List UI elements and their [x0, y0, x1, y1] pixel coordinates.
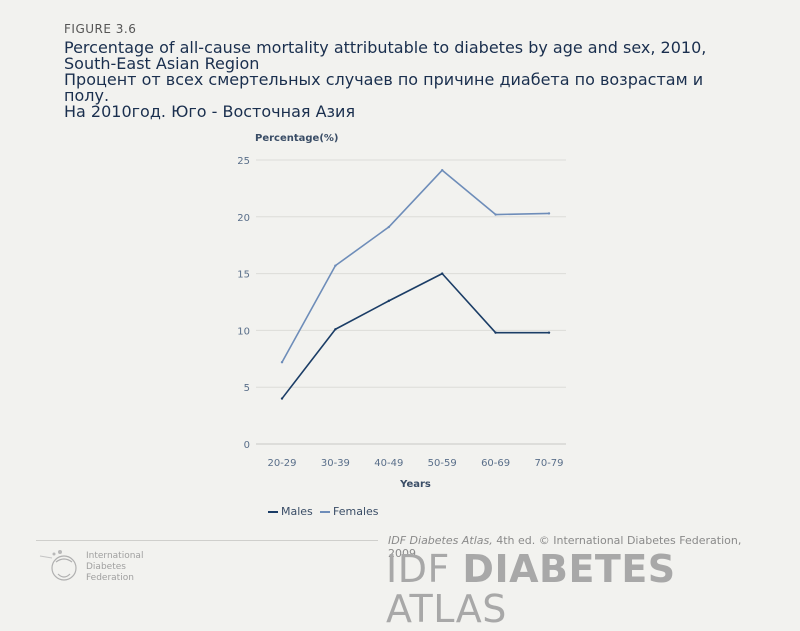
brand-diabetes: DIABETES [462, 547, 676, 591]
footer-divider [36, 540, 378, 541]
data-point-females [494, 213, 497, 216]
brand-idf: IDF [386, 547, 463, 591]
x-tick-label: 30-39 [321, 458, 350, 469]
org-line: Diabetes [86, 562, 126, 572]
org-line: International [86, 551, 144, 561]
title-line: На 2010год. Юго - Восточная Азия [64, 102, 356, 121]
data-point-females [280, 361, 284, 364]
data-point-males [494, 331, 497, 334]
x-tick-label: 40-49 [374, 458, 403, 469]
data-point-males [334, 328, 337, 331]
brand-atlas: ATLAS [386, 587, 507, 631]
y-tick-label: 15 [237, 270, 250, 281]
chart-title: Percentage of all-cause mortality attrib… [64, 40, 764, 120]
legend-label-males: Males [281, 505, 313, 518]
y-tick-label: 25 [237, 156, 250, 167]
data-point-males [441, 272, 444, 275]
x-tick-label: 20-29 [267, 458, 296, 469]
data-point-females [387, 225, 390, 229]
title-line: South-East Asian Region [64, 54, 260, 73]
legend-label-females: Females [333, 505, 379, 518]
title-line: Percentage of all-cause mortality attrib… [64, 38, 707, 57]
x-tick-label: 50-59 [428, 458, 457, 469]
idf-logo-icon [39, 550, 77, 581]
data-point-males [280, 397, 284, 400]
y-tick-label: 0 [244, 440, 250, 451]
data-point-females [441, 169, 444, 172]
credit-text: 4th ed. © International Diabetes Federat… [388, 534, 742, 560]
y-tick-label: 20 [237, 213, 250, 224]
data-point-males [547, 331, 551, 334]
brand-wordmark: IDF DIABETES ATLAS [386, 549, 800, 629]
x-tick-label: 60-69 [481, 458, 510, 469]
y-tick-label: 10 [237, 326, 250, 337]
series-line-males [281, 272, 549, 400]
y-tick-label: 5 [244, 383, 250, 394]
series-line-females [281, 169, 550, 363]
x-axis-title: Years [399, 479, 431, 490]
org-name: International Diabetes Federation [86, 551, 143, 584]
footer-credit: IDF Diabetes Atlas, 4th ed. © Internatio… [388, 534, 768, 560]
y-axis-title: Percentage(%) [255, 133, 339, 144]
data-point-females [547, 212, 551, 215]
org-line: Federation [86, 573, 134, 583]
credit-title: IDF Diabetes Atlas, [388, 534, 493, 547]
line-chart: 0 5 10 15 20 25 Percentage(%) 20-29 30-39 40-49 50… [237, 133, 566, 518]
data-point-females [334, 264, 337, 267]
data-point-males [387, 299, 390, 303]
title-line: полу. [64, 86, 110, 105]
x-tick-label: 70-79 [534, 458, 563, 469]
figure-label: FIGURE 3.6 [64, 22, 137, 36]
title-line: Процент от всех смертельных случаев по п… [64, 70, 704, 89]
